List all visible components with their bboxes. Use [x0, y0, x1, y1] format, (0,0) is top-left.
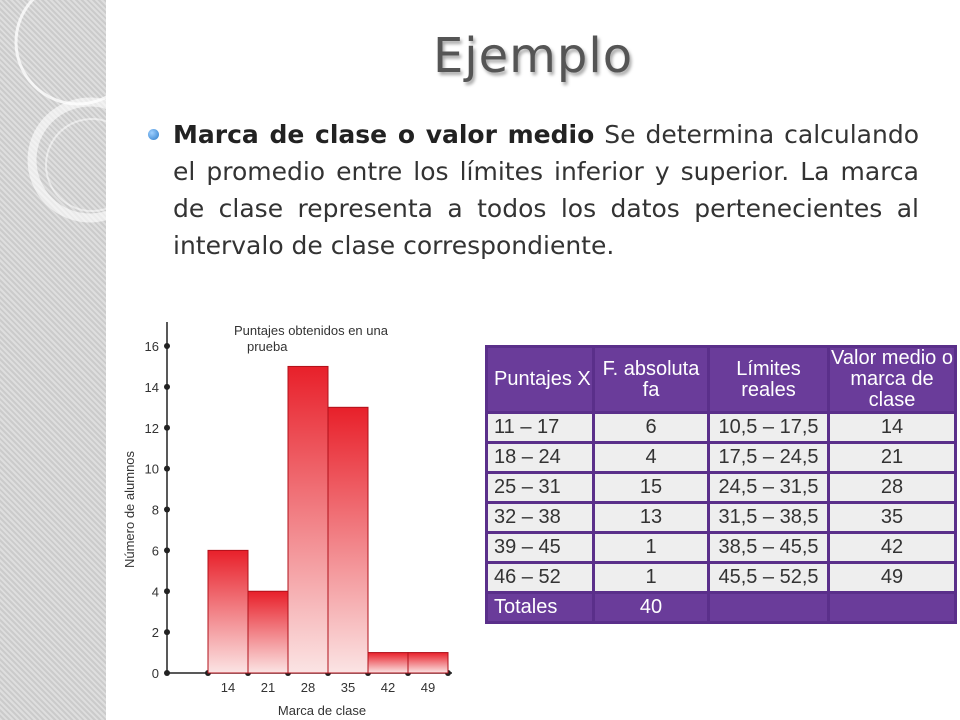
x-tick-label: 28 — [301, 680, 315, 695]
bullet-description: Se determina calculando el promedio entr… — [173, 120, 920, 260]
y-tick-label: 14 — [145, 380, 159, 395]
table-row: 46 – 52 1 45,5 – 52,5 49 — [485, 561, 957, 594]
histogram-bar — [287, 365, 329, 674]
table-cell: 4 — [592, 441, 710, 474]
y-tick-label: 16 — [145, 339, 159, 354]
x-tick-label: 14 — [221, 680, 235, 695]
frequency-table: Puntajes X F. absoluta fa Límites reales Va… — [485, 345, 957, 624]
histogram-bar — [367, 652, 409, 674]
table-cell: 21 — [827, 441, 957, 474]
table-cell: 35 — [827, 501, 957, 534]
table-row: 11 – 17 6 10,5 – 17,5 14 — [485, 411, 957, 444]
table-cell: 10,5 – 17,5 — [707, 411, 830, 444]
table-cell: 24,5 – 31,5 — [707, 471, 830, 504]
y-tick-label: 8 — [152, 503, 159, 518]
table-cell: 28 — [827, 471, 957, 504]
bullet-icon — [148, 129, 159, 140]
table-cell: 42 — [827, 531, 957, 564]
table-cell: 39 – 45 — [485, 531, 595, 564]
y-tick-dot — [164, 547, 170, 554]
table-row: 32 – 38 13 31,5 – 38,5 35 — [485, 501, 957, 534]
table-row: 39 – 45 1 38,5 – 45,5 42 — [485, 531, 957, 564]
decorative-circles — [14, 0, 106, 223]
table-cell: 45,5 – 52,5 — [707, 561, 830, 594]
decorative-side-band — [0, 0, 106, 720]
histogram-bar — [247, 590, 289, 674]
y-tick-label: 4 — [152, 584, 159, 599]
x-axis-label: Marca de clase — [278, 703, 366, 718]
table-total-row: Totales 40 — [485, 591, 957, 624]
table-cell: 1 — [592, 531, 710, 564]
table-cell: 11 – 17 — [485, 411, 595, 444]
bullet-paragraph: Marca de clase o valor medio Se determin… — [173, 116, 919, 264]
bullet-term: Marca de clase o valor medio — [173, 120, 595, 149]
histogram-bar — [407, 652, 449, 674]
y-tick-dot — [164, 383, 170, 390]
total-frequency: 40 — [592, 591, 710, 624]
x-tick-label: 35 — [341, 680, 355, 695]
x-tick-label: 21 — [261, 680, 275, 695]
table-cell: 31,5 – 38,5 — [707, 501, 830, 534]
table-header-cell: Puntajes X — [485, 345, 595, 414]
table-cell: 18 – 24 — [485, 441, 595, 474]
chart-title: Puntajes obtenidos en una prueba — [234, 323, 389, 354]
table-cell — [827, 591, 957, 624]
y-tick-label: 12 — [145, 421, 159, 436]
table-cell: 14 — [827, 411, 957, 444]
y-tick-dot — [164, 670, 170, 676]
table-header-row: Puntajes X F. absoluta fa Límites reales Va… — [485, 345, 957, 414]
y-tick-dot — [164, 465, 170, 472]
y-tick-dot — [164, 506, 170, 513]
table-cell: 25 – 31 — [485, 471, 595, 504]
table-cell: 6 — [592, 411, 710, 444]
y-axis-label: Número de alumnos — [122, 450, 137, 568]
x-tick-label: 42 — [381, 680, 395, 695]
y-tick-dot — [164, 343, 170, 349]
table-cell: 49 — [827, 561, 957, 594]
table-cell: 32 – 38 — [485, 501, 595, 534]
table-cell: 38,5 – 45,5 — [707, 531, 830, 564]
y-tick-dot — [164, 424, 170, 431]
total-label: Totales — [485, 591, 595, 624]
y-tick-label: 6 — [152, 543, 159, 558]
table-cell: 13 — [592, 501, 710, 534]
table-cell: 1 — [592, 561, 710, 594]
y-tick-dot — [164, 629, 170, 636]
histogram-chart: Puntajes obtenidos en una prueba 0 2 4 6 8 10 12… — [122, 322, 452, 718]
table-cell: 15 — [592, 471, 710, 504]
table-row: 25 – 31 15 24,5 – 31,5 28 — [485, 471, 957, 504]
table-header-cell: Valor medio o marca de clase — [827, 345, 957, 414]
table-cell — [707, 591, 830, 624]
histogram-bar — [327, 406, 369, 674]
table-cell: 46 – 52 — [485, 561, 595, 594]
table-header-cell: F. absoluta fa — [592, 345, 710, 414]
y-tick-label: 10 — [145, 462, 159, 477]
y-tick-dot — [164, 588, 170, 595]
slide-title: Ejemplo — [432, 28, 634, 84]
table-header-cell: Límites reales — [707, 345, 830, 414]
table-cell: 17,5 – 24,5 — [707, 441, 830, 474]
x-tick-label: 49 — [421, 680, 435, 695]
y-tick-label: 2 — [152, 625, 159, 640]
table-row: 18 – 24 4 17,5 – 24,5 21 — [485, 441, 957, 474]
histogram-bar — [207, 549, 249, 674]
y-tick-label: 0 — [152, 666, 159, 681]
